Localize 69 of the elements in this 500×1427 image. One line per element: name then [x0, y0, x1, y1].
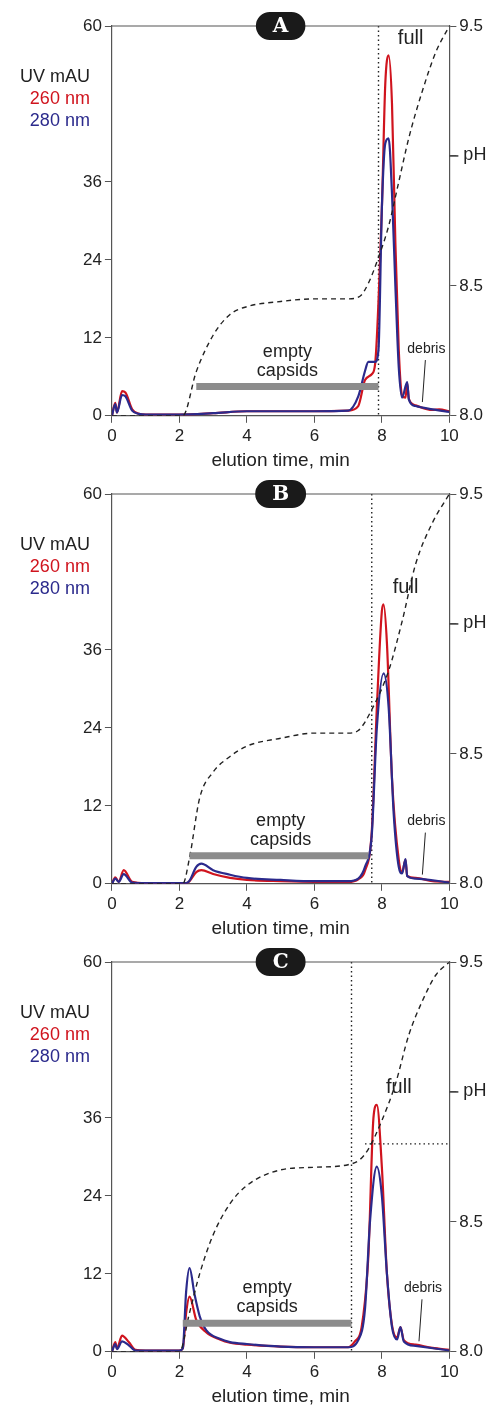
y2-tick-label: 9.5 [459, 15, 484, 35]
x-tick-label: 0 [107, 1361, 117, 1381]
x-axis-title: elution time, min [211, 916, 350, 938]
y-tick-label: 60 [82, 15, 102, 35]
y-tick-label: 36 [82, 171, 102, 191]
annotation: empty capsids [250, 809, 312, 849]
y2-axis-title: pH [463, 143, 487, 164]
x-tick-label: 8 [377, 425, 387, 445]
text: 260 nm [29, 1023, 90, 1044]
y2-tick-label: 9.5 [459, 483, 484, 503]
x-tick-label: 2 [174, 1361, 185, 1381]
annotation: full [397, 25, 424, 48]
y2-tick-label: 8.5 [459, 1211, 484, 1231]
x-tick-label: 2 [174, 893, 185, 913]
annotation: empty capsids [256, 340, 318, 380]
x-tick-label: 4 [242, 1361, 252, 1381]
chart-title: C [272, 949, 289, 974]
text: 280 nm [29, 109, 90, 130]
y2-tick-label: 8.5 [459, 275, 484, 295]
x-axis-title: elution time, min [211, 448, 350, 470]
y-tick-label: 60 [82, 483, 102, 503]
x-axis-title: elution time, min [211, 1384, 350, 1406]
y2-axis-title: pH [463, 611, 487, 632]
text: 280 nm [29, 577, 90, 598]
annotation: empty capsids [236, 1277, 298, 1317]
x-tick-label: 6 [309, 893, 320, 913]
y-tick-label: 60 [82, 951, 102, 971]
y2-tick-label: 8.5 [459, 743, 484, 763]
y-tick-label: 0 [92, 873, 102, 893]
annotation: full [386, 1075, 412, 1098]
x-tick-label: 10 [439, 1361, 459, 1381]
y-tick-label: 12 [82, 795, 102, 815]
annotation: debris [403, 1279, 443, 1296]
x-tick-label: 8 [377, 1361, 387, 1381]
y2-tick-label: 8.0 [459, 873, 484, 893]
x-tick-label: 0 [107, 893, 117, 913]
y2-tick-label: 8.0 [459, 1341, 484, 1361]
y-axis-title: UV mAU [19, 65, 90, 86]
x-tick-label: 2 [174, 425, 185, 445]
y-axis-title: UV mAU [19, 1001, 90, 1022]
y2-tick-label: 8.0 [459, 405, 484, 425]
y-tick-label: 36 [82, 639, 102, 659]
chart-title: B [272, 481, 290, 506]
y-tick-label: 12 [82, 327, 102, 347]
y-tick-label: 24 [82, 249, 102, 269]
y-tick-label: 0 [92, 1341, 102, 1361]
x-tick-label: 0 [107, 425, 117, 445]
text: 260 nm [29, 555, 90, 576]
x-tick-label: 10 [439, 893, 459, 913]
x-tick-label: 10 [439, 425, 459, 445]
x-tick-label: 4 [242, 425, 252, 445]
y-tick-label: 36 [82, 1107, 102, 1127]
annotation: debris [407, 339, 446, 356]
x-tick-label: 6 [309, 425, 320, 445]
y-tick-label: 24 [82, 1185, 102, 1205]
annotation: debris [407, 812, 446, 829]
y-axis-title: UV mAU [19, 533, 90, 554]
y2-tick-label: 9.5 [459, 951, 484, 971]
chart-title: A [271, 13, 289, 38]
annotation: full [392, 574, 419, 597]
x-tick-label: 4 [242, 893, 252, 913]
text: 260 nm [29, 87, 90, 108]
y-tick-label: 0 [92, 405, 102, 425]
y2-axis-title: pH [463, 1079, 487, 1100]
x-tick-label: 6 [309, 1361, 320, 1381]
x-tick-label: 8 [377, 893, 387, 913]
y-tick-label: 24 [82, 717, 102, 737]
text: 280 nm [29, 1045, 90, 1066]
y-tick-label: 12 [82, 1263, 102, 1283]
